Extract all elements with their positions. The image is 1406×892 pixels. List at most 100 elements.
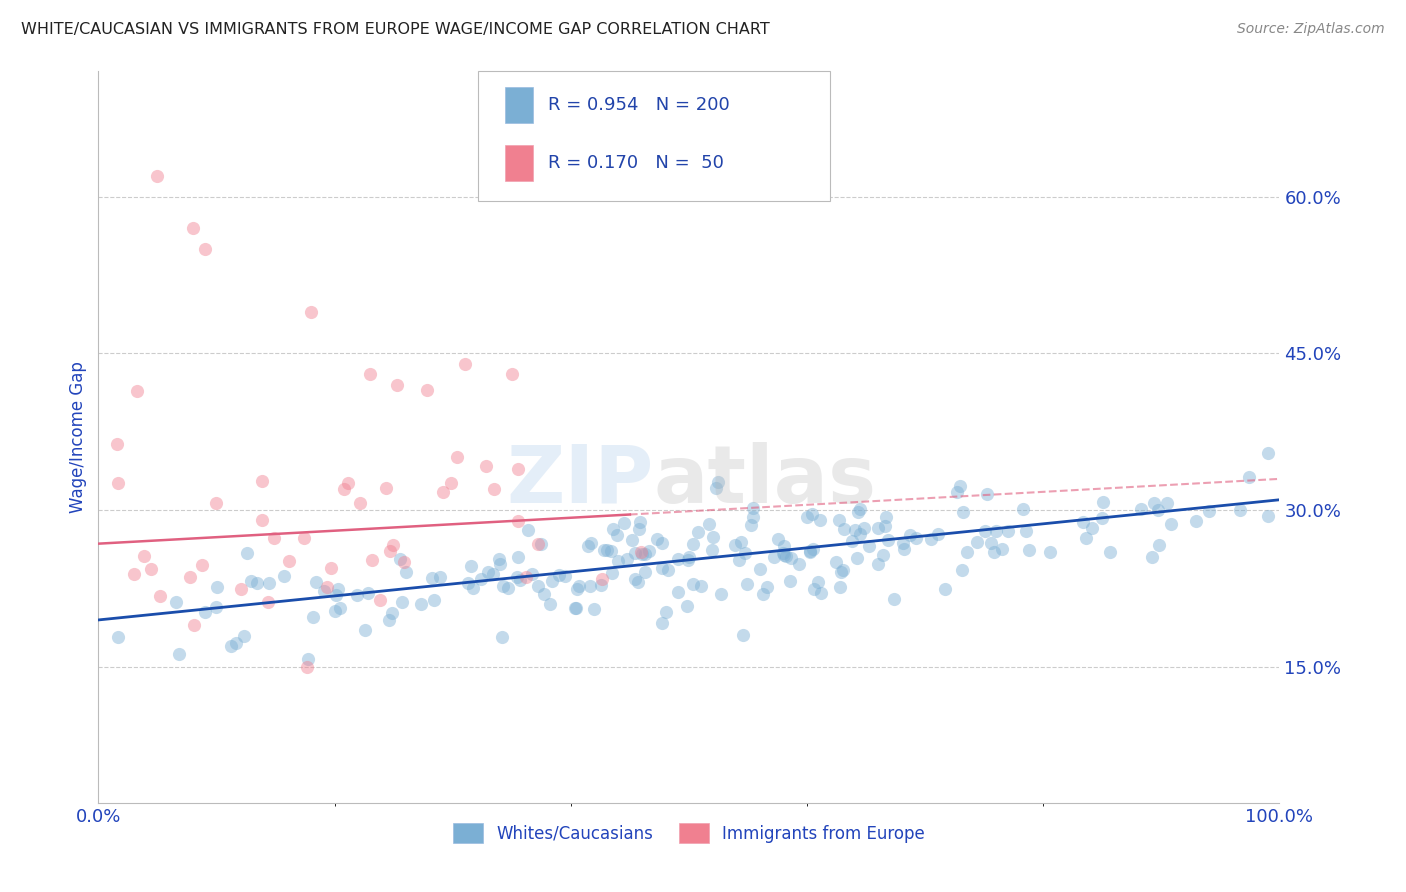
- Point: [482, 482, 505, 496]
- Point: [1229, 502, 1251, 516]
- Point: [149, 589, 172, 603]
- Point: [1257, 509, 1279, 524]
- Point: [506, 514, 529, 528]
- Point: [986, 524, 1008, 538]
- Point: [801, 541, 824, 556]
- Point: [576, 539, 599, 553]
- Point: [554, 569, 576, 583]
- Point: [630, 547, 652, 561]
- Point: [1143, 496, 1166, 510]
- Point: [756, 580, 779, 594]
- Point: [796, 510, 818, 524]
- Point: [378, 613, 401, 627]
- Point: [567, 582, 589, 597]
- Point: [846, 505, 869, 519]
- Point: [299, 304, 322, 318]
- Point: [621, 533, 644, 548]
- Point: [1130, 502, 1153, 516]
- Point: [127, 384, 149, 399]
- Point: [651, 535, 673, 549]
- Point: [257, 576, 280, 591]
- Point: [475, 459, 498, 474]
- Point: [481, 567, 503, 582]
- Point: [422, 570, 444, 584]
- Point: [606, 527, 628, 541]
- Point: [616, 551, 638, 566]
- Point: [263, 531, 285, 545]
- Point: [416, 384, 439, 398]
- Point: [508, 461, 530, 475]
- Point: [934, 582, 956, 597]
- Point: [596, 543, 619, 558]
- Point: [305, 575, 328, 590]
- Point: [231, 582, 253, 596]
- Point: [779, 574, 801, 588]
- Point: [315, 580, 337, 594]
- Point: [1198, 504, 1220, 518]
- Point: [1071, 515, 1094, 529]
- Point: [122, 566, 145, 581]
- Point: [204, 496, 226, 510]
- Point: [735, 577, 758, 591]
- Point: [457, 575, 479, 590]
- Point: [844, 523, 866, 537]
- Point: [1147, 538, 1170, 552]
- Point: [529, 537, 551, 551]
- Point: [292, 532, 315, 546]
- Point: [107, 475, 129, 490]
- Point: [920, 532, 942, 546]
- Point: [492, 579, 515, 593]
- Point: [205, 599, 228, 614]
- Point: [581, 536, 603, 550]
- Point: [302, 610, 325, 624]
- Point: [841, 533, 863, 548]
- Point: [956, 545, 979, 559]
- Point: [801, 507, 824, 521]
- Point: [461, 581, 484, 595]
- Point: [623, 546, 645, 560]
- Point: [1091, 511, 1114, 525]
- Point: [689, 579, 711, 593]
- Point: [105, 437, 128, 451]
- Point: [319, 561, 342, 575]
- Point: [724, 538, 747, 552]
- Text: R = 0.170   N =  50: R = 0.170 N = 50: [548, 154, 724, 172]
- Point: [538, 597, 561, 611]
- Point: [526, 579, 548, 593]
- Point: [336, 476, 359, 491]
- Point: [634, 565, 657, 579]
- Point: [591, 572, 613, 586]
- Point: [600, 566, 623, 581]
- Point: [630, 545, 652, 559]
- Text: R = 0.954   N = 200: R = 0.954 N = 200: [548, 96, 730, 114]
- Point: [593, 542, 616, 557]
- Point: [1147, 503, 1170, 517]
- Point: [602, 523, 624, 537]
- Point: [326, 582, 349, 596]
- Point: [516, 523, 538, 537]
- Point: [627, 575, 650, 590]
- Point: [952, 505, 974, 519]
- Point: [453, 357, 475, 371]
- Point: [1098, 545, 1121, 559]
- Point: [634, 547, 657, 561]
- Point: [489, 557, 512, 571]
- Point: [349, 496, 371, 510]
- Point: [488, 552, 510, 566]
- Point: [440, 475, 463, 490]
- Text: Source: ZipAtlas.com: Source: ZipAtlas.com: [1237, 22, 1385, 37]
- Point: [628, 522, 651, 536]
- Point: [395, 565, 418, 579]
- Point: [893, 542, 915, 557]
- Point: [876, 509, 898, 524]
- Point: [927, 527, 949, 541]
- Point: [990, 541, 1012, 556]
- Point: [832, 522, 855, 536]
- Point: [828, 581, 851, 595]
- Point: [139, 562, 162, 576]
- Point: [381, 537, 404, 551]
- Point: [381, 606, 404, 620]
- Point: [742, 510, 765, 524]
- Point: [501, 368, 523, 382]
- Point: [329, 600, 352, 615]
